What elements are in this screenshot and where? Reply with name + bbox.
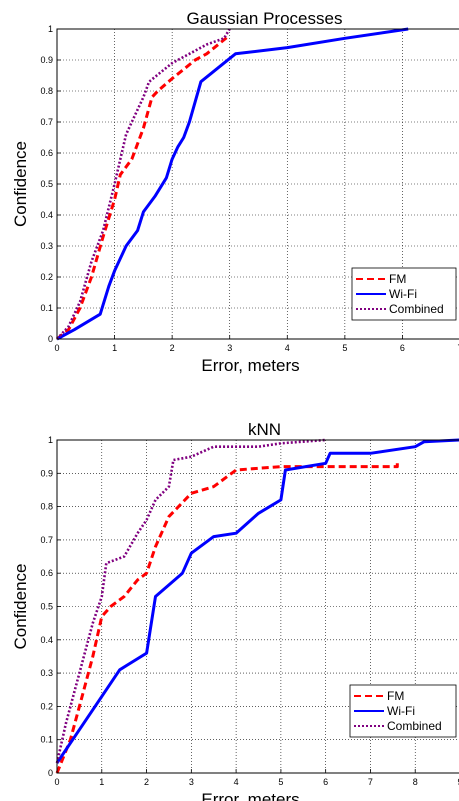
y-tick-label: 0.3 (40, 241, 53, 251)
x-tick-label: 1 (112, 343, 117, 353)
chart-2: 0 1 2 3 4 5 6 7 8 9 0 0.1 0.2 0.3 0.4 0.5 0.6 0.7 0.8 0.9 1 k… (11, 420, 459, 801)
series-line-wi-fi (56, 27, 409, 341)
y-tick-label: 0.5 (40, 179, 53, 189)
legend-label: FM (387, 689, 404, 703)
y-tick-label: 0 (48, 334, 53, 344)
axes-frame (56, 439, 459, 774)
legend-label: FM (389, 272, 406, 286)
y-tick-label: 0.7 (40, 535, 53, 545)
legend-label: Combined (387, 719, 442, 733)
axes-frame (56, 28, 459, 340)
x-tick-label: 4 (285, 343, 290, 353)
chart-title: kNN (248, 420, 281, 439)
y-tick-label: 0.6 (40, 568, 53, 578)
y-tick-label: 1 (48, 435, 53, 445)
y-tick-label: 0.9 (40, 55, 53, 65)
series-line-wi-fi (55, 438, 459, 764)
series-line-combined (56, 28, 231, 340)
y-tick-label: 1 (48, 24, 53, 34)
legend-label: Combined (389, 302, 444, 316)
x-tick-label: 9 (457, 777, 459, 787)
x-tick-label: 2 (144, 777, 149, 787)
x-tick-label: 3 (189, 777, 194, 787)
x-tick-label: 2 (170, 343, 175, 353)
x-axis-label: Error, meters (201, 356, 299, 375)
x-tick-label: 6 (400, 343, 405, 353)
legend-label: Wi-Fi (389, 287, 417, 301)
x-tick-label: 1 (99, 777, 104, 787)
series-line-fm (55, 460, 399, 774)
y-tick-label: 0.1 (40, 303, 53, 313)
x-tick-label: 8 (413, 777, 418, 787)
legend-label: Wi-Fi (387, 704, 415, 718)
series-line-combined (55, 438, 326, 764)
y-tick-label: 0.8 (40, 86, 53, 96)
x-tick-label: 4 (234, 777, 239, 787)
y-tick-label: 0.5 (40, 602, 53, 612)
y-tick-label: 0.2 (40, 272, 53, 282)
x-tick-label: 0 (54, 343, 59, 353)
x-tick-label: 7 (457, 343, 459, 353)
y-tick-label: 0.2 (40, 701, 53, 711)
x-tick-label: 0 (54, 777, 59, 787)
x-tick-label: 5 (278, 777, 283, 787)
y-tick-label: 0.4 (40, 635, 53, 645)
chart-title: Gaussian Processes (187, 9, 343, 28)
chart-1: 0 1 2 3 4 5 6 7 0 0.1 0.2 0.3 0.4 0.5 0.6 0.7 0.8 0.9 1 Gau… (11, 9, 459, 375)
x-axis-label: Error, meters (201, 790, 299, 801)
x-tick-label: 7 (368, 777, 373, 787)
x-tick-label: 5 (342, 343, 347, 353)
y-tick-label: 0.6 (40, 148, 53, 158)
x-tick-label: 6 (323, 777, 328, 787)
y-axis-label: Confidence (11, 563, 30, 649)
series-line-fm (56, 34, 231, 341)
y-tick-label: 0.9 (40, 468, 53, 478)
x-tick-label: 3 (227, 343, 232, 353)
y-tick-label: 0.8 (40, 502, 53, 512)
y-tick-label: 0.4 (40, 210, 53, 220)
y-axis-label: Confidence (11, 141, 30, 227)
y-tick-label: 0.7 (40, 117, 53, 127)
y-tick-label: 0.3 (40, 668, 53, 678)
y-tick-label: 0 (48, 768, 53, 778)
y-tick-label: 0.1 (40, 735, 53, 745)
